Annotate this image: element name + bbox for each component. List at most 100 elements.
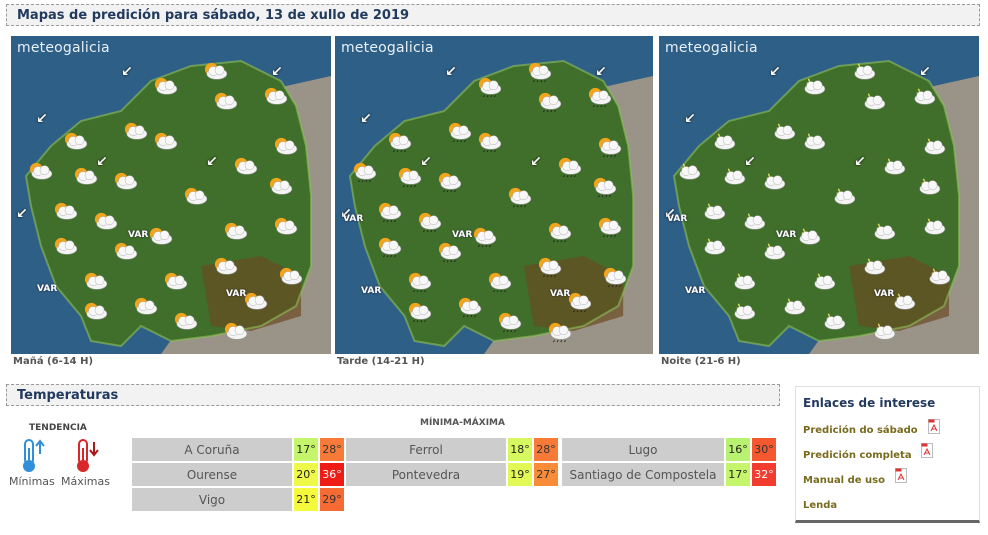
weather-night-cloud-icon: [799, 228, 821, 245]
link-predicion-completa[interactable]: Predición completa: [803, 450, 912, 461]
wind-arrow-icon: ↙: [769, 64, 781, 80]
meteogalicia-logo: meteogalicia: [341, 40, 434, 56]
var-label: VAR: [128, 230, 149, 240]
var-label: VAR: [226, 289, 247, 299]
weather-night-cloud-icon: [924, 218, 946, 235]
weather-rain-showers-icon: [593, 177, 617, 198]
pdf-icon[interactable]: [928, 419, 940, 434]
weather-night-cloud-icon: [874, 223, 896, 240]
weather-sun-cloud-icon: [134, 297, 158, 315]
weather-sun-cloud-icon: [54, 202, 78, 220]
wind-arrow-icon: ↙: [36, 111, 48, 127]
weather-sun-cloud-icon: [214, 257, 238, 275]
weather-rain-showers-icon: [508, 187, 532, 208]
weather-night-cloud-icon: [804, 78, 826, 95]
link-predicion-sabado[interactable]: Predición do sábado: [803, 425, 918, 436]
weather-night-cloud-icon: [834, 188, 856, 205]
wind-arrow-icon: ↙: [271, 64, 283, 80]
weather-night-cloud-icon: [704, 203, 726, 220]
var-label: VAR: [452, 230, 473, 240]
maximas-label: Máximas: [61, 475, 110, 488]
var-label: VAR: [667, 214, 688, 224]
city-name: Ourense: [132, 463, 292, 486]
weather-night-cloud-icon: [774, 123, 796, 140]
weather-sun-cloud-icon: [64, 132, 88, 150]
min-temp: 21°: [294, 488, 318, 511]
weather-night-cloud-icon: [884, 158, 906, 175]
weather-night-cloud-icon: [679, 163, 701, 180]
city-name: Ferrol: [346, 438, 506, 461]
wind-arrow-icon: ↙: [919, 64, 931, 80]
weather-night-cloud-icon: [929, 268, 951, 285]
weather-rain-showers-icon: [488, 272, 512, 293]
city-name: Santiago de Compostela: [562, 463, 724, 486]
weather-rain-showers-icon: [548, 322, 572, 343]
weather-sun-cloud-icon: [29, 162, 53, 180]
weather-night-cloud-icon: [914, 88, 936, 105]
link-manual-uso[interactable]: Manual de uso: [803, 475, 885, 486]
weather-sun-cloud-icon: [274, 137, 298, 155]
wind-arrow-icon: ↙: [96, 154, 108, 170]
weather-rain-showers-icon: [478, 77, 502, 98]
thermometer-down-icon: [77, 439, 99, 472]
max-temp: 36°: [320, 463, 344, 486]
weather-night-cloud-icon: [874, 323, 896, 340]
wind-arrow-icon: ↙: [445, 64, 457, 80]
weather-rain-showers-icon: [378, 202, 402, 223]
weather-rain-showers-icon: [568, 292, 592, 313]
forecast-map-night[interactable]: meteogalicia ↙ ↙ ↙ ↙ ↙ ↙ VAR VAR VAR VAR: [659, 36, 979, 354]
weather-sun-cloud-icon: [264, 87, 288, 105]
min-temp: 17°: [294, 438, 318, 461]
page-title: Mapas de predición para sábado, 13 de xu…: [6, 4, 980, 26]
weather-sun-cloud-icon: [184, 187, 208, 205]
city-name: Lugo: [562, 438, 724, 461]
links-title: Enlaces de interese: [803, 396, 936, 410]
city-name: Vigo: [132, 488, 292, 511]
temperatures-title: Temperaturas: [17, 387, 119, 403]
weather-sun-cloud-icon: [124, 122, 148, 140]
weather-night-cloud-icon: [864, 93, 886, 110]
var-label: VAR: [37, 284, 58, 294]
weather-night-cloud-icon: [924, 138, 946, 155]
weather-night-cloud-icon: [734, 273, 756, 290]
var-label: VAR: [550, 289, 571, 299]
weather-sun-cloud-icon: [279, 267, 303, 285]
weather-rain-showers-icon: [438, 242, 462, 263]
wind-arrow-icon: ↙: [360, 111, 372, 127]
max-temp: 27°: [534, 463, 558, 486]
weather-sun-cloud-icon: [174, 312, 198, 330]
forecast-map-morning[interactable]: meteogalicia ↙ ↙ ↙ ↙ ↙ ↙ VAR VAR VAR: [11, 36, 331, 354]
link-lenda[interactable]: Lenda: [803, 500, 838, 511]
max-temp: 28°: [534, 438, 558, 461]
wind-arrow-icon: ↙: [121, 64, 133, 80]
weather-rain-showers-icon: [548, 222, 572, 243]
map-caption-afternoon: Tarde (14-21 H): [337, 356, 425, 367]
weather-rain-showers-icon: [398, 167, 422, 188]
weather-night-cloud-icon: [894, 293, 916, 310]
forecast-map-afternoon[interactable]: meteogalicia ↙ ↙ ↙ ↙ ↙ ↙ VAR VAR VAR VAR: [335, 36, 653, 354]
min-temp: 20°: [294, 463, 318, 486]
weather-sun-cloud-icon: [204, 62, 228, 80]
weather-night-cloud-icon: [734, 303, 756, 320]
weather-rain-showers-icon: [598, 137, 622, 158]
weather-night-cloud-icon: [919, 178, 941, 195]
weather-sun-cloud-icon: [84, 302, 108, 320]
weather-rain-showers-icon: [408, 272, 432, 293]
pdf-icon[interactable]: [921, 443, 933, 458]
weather-sun-cloud-icon: [54, 237, 78, 255]
weather-rain-showers-icon: [558, 157, 582, 178]
max-temp: 30°: [752, 438, 776, 461]
weather-sun-cloud-icon: [234, 157, 258, 175]
weather-rain-showers-icon: [538, 257, 562, 278]
meteogalicia-logo: meteogalicia: [665, 40, 758, 56]
weather-night-cloud-icon: [854, 63, 876, 80]
city-name: Pontevedra: [346, 463, 506, 486]
page-title-text: Mapas de predición para sábado, 13 de xu…: [17, 7, 410, 23]
weather-rain-showers-icon: [458, 297, 482, 318]
minimas-label: Mínimas: [9, 475, 55, 488]
map-caption-night: Noite (21-6 H): [661, 356, 741, 367]
weather-sun-cloud-icon: [114, 172, 138, 190]
min-temp: 19°: [508, 463, 532, 486]
min-temp: 16°: [726, 438, 750, 461]
pdf-icon[interactable]: [895, 468, 907, 483]
